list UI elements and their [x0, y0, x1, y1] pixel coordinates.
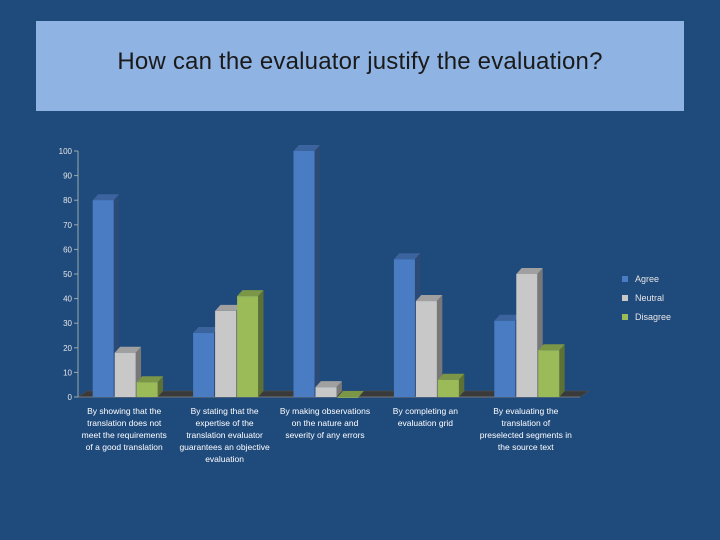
y-tick-label: 70	[63, 221, 72, 230]
y-tick-label: 0	[68, 393, 73, 402]
bar-side	[458, 373, 465, 397]
bar-top	[415, 295, 443, 302]
bar-neutral	[215, 310, 237, 397]
bar-top	[136, 376, 164, 383]
bar-side	[559, 344, 565, 397]
y-tick-label: 50	[63, 270, 72, 279]
bar-top	[393, 253, 421, 260]
x-tick-label: By completing an evaluation grid	[393, 406, 458, 428]
bar-disagree	[337, 397, 359, 398]
bar-agree	[393, 259, 415, 397]
chart-area: 0 10 20 30 40 50 60 70 80 90 100 By showing that th…	[40, 134, 682, 514]
legend-label-agree: Agree	[635, 274, 659, 284]
y-tick-label: 90	[63, 172, 72, 181]
legend-swatch-neutral	[622, 295, 628, 301]
x-tick-label: By showing that the translation does not m…	[82, 406, 167, 452]
bar-side	[157, 376, 164, 397]
bar-top	[293, 145, 320, 151]
bar-neutral	[315, 387, 337, 397]
x-tick-label: By stating that the expertise of the trans…	[179, 406, 270, 464]
bar-side	[258, 290, 264, 397]
bar-agree	[494, 320, 516, 397]
legend-label-disagree: Disagree	[635, 312, 671, 322]
y-tick-label: 60	[63, 245, 72, 254]
y-tick-label: 20	[63, 344, 72, 353]
bar-side	[113, 194, 120, 397]
bar-top	[193, 327, 220, 334]
bar-agree	[293, 151, 315, 397]
bar-top	[114, 346, 142, 353]
bar-side	[336, 381, 342, 397]
title-banner: How can the evaluator justify the evalua…	[36, 21, 684, 111]
bar-top	[237, 290, 264, 297]
bar-top	[437, 373, 465, 380]
bar-side	[436, 295, 443, 397]
y-tick-label: 30	[63, 319, 72, 328]
x-tick-label: By evaluating the translation of preselect…	[480, 406, 572, 452]
bar-top	[315, 381, 342, 388]
legend-label-neutral: Neutral	[635, 293, 664, 303]
bar-agree	[193, 333, 215, 397]
bar-disagree	[136, 382, 158, 397]
bar-neutral	[415, 301, 437, 397]
y-tick-label: 10	[63, 368, 72, 377]
bar-top	[92, 194, 120, 201]
bar-disagree	[538, 350, 560, 397]
y-tick-label: 40	[63, 295, 72, 304]
bar-top	[337, 391, 364, 397]
bar-top	[516, 268, 543, 274]
bar-top	[538, 344, 565, 351]
bar-chart: 0 10 20 30 40 50 60 70 80 90 100 By showing that th…	[59, 145, 671, 464]
slide-title: How can the evaluator justify the evalua…	[117, 48, 603, 75]
bar-side	[314, 145, 320, 397]
x-tick-label: By making observations on the nature and s…	[280, 406, 370, 440]
legend-swatch-agree	[622, 276, 628, 282]
y-tick-label: 100	[59, 147, 73, 156]
bar-disagree	[437, 379, 459, 397]
y-tick-label: 80	[63, 196, 72, 205]
bar-disagree	[237, 296, 259, 397]
bar-neutral	[114, 352, 136, 397]
bar-neutral	[516, 274, 538, 397]
legend-swatch-disagree	[622, 314, 628, 320]
bar-top	[215, 304, 242, 311]
bar-agree	[92, 200, 114, 397]
bar-top	[494, 314, 521, 321]
